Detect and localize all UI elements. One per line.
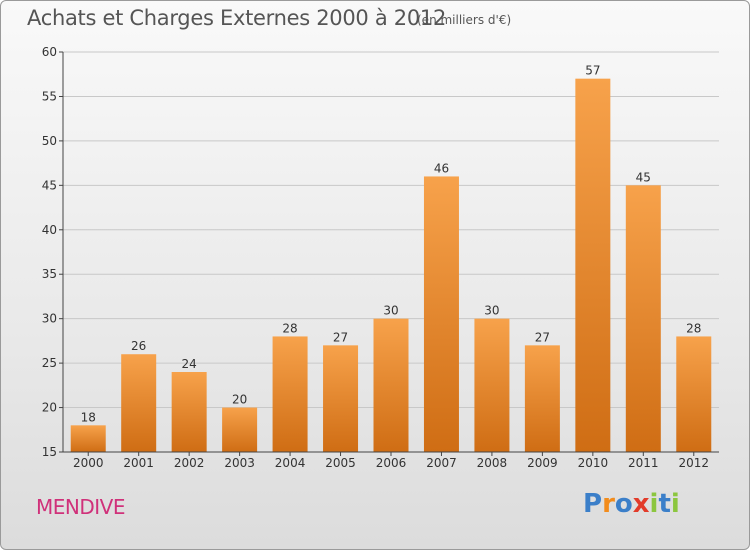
x-tick-label: 2011 [628, 456, 659, 470]
bar-value-label: 20 [232, 393, 247, 407]
proxiti-logo: Proxiti [583, 489, 680, 519]
logo-letter: x [632, 489, 650, 519]
x-tick-label: 2005 [325, 456, 356, 470]
bar [676, 336, 712, 452]
bar-value-label: 45 [636, 170, 651, 184]
y-tick-label: 35 [42, 267, 57, 281]
y-tick-label: 30 [42, 312, 57, 326]
bar [222, 407, 258, 452]
y-tick-label: 45 [42, 178, 57, 192]
bar-value-label: 57 [585, 64, 600, 78]
x-tick-label: 2007 [426, 456, 457, 470]
bar-value-label: 28 [686, 321, 701, 335]
y-tick-label: 60 [42, 45, 57, 59]
y-tick-label: 25 [42, 356, 57, 370]
bar-value-label: 24 [182, 357, 197, 371]
x-tick-label: 2009 [527, 456, 558, 470]
chart-title: Achats et Charges Externes 2000 à 2012 [27, 6, 447, 30]
x-tick-label: 2002 [174, 456, 205, 470]
logo-letter: i [649, 489, 659, 519]
bar [323, 345, 359, 452]
bar [625, 185, 661, 453]
bar-value-label: 30 [484, 304, 499, 318]
x-tick-label: 2003 [224, 456, 255, 470]
bar [373, 318, 409, 452]
x-tick-label: 2004 [275, 456, 306, 470]
bar [423, 176, 459, 452]
unit-note: (en milliers d'€) [417, 13, 512, 27]
logo-letter: r [602, 489, 615, 519]
y-tick-label: 40 [42, 223, 57, 237]
logo-letter: t [658, 489, 671, 519]
bar-value-label: 46 [434, 161, 449, 175]
bar-value-label: 30 [383, 304, 398, 318]
bar [272, 336, 308, 452]
x-tick-label: 2001 [123, 456, 154, 470]
logo-letter: o [614, 489, 633, 519]
bar-value-label: 27 [333, 330, 348, 344]
bar-value-label: 28 [282, 321, 297, 335]
bar-value-label: 27 [535, 330, 550, 344]
x-tick-label: 2006 [376, 456, 407, 470]
bar [474, 318, 510, 452]
x-tick-label: 2012 [678, 456, 709, 470]
y-tick-label: 50 [42, 134, 57, 148]
y-tick-label: 20 [42, 401, 57, 415]
bar [70, 425, 106, 452]
bar [171, 372, 207, 452]
logo-letter: P [583, 489, 603, 519]
commune-name: MENDIVE [36, 495, 125, 519]
x-tick-label: 2000 [73, 456, 104, 470]
y-tick-label: 15 [42, 445, 57, 459]
bar-value-label: 18 [81, 410, 96, 424]
logo-letter: i [670, 489, 680, 519]
bar [121, 354, 157, 452]
x-tick-label: 2008 [477, 456, 508, 470]
y-tick-label: 55 [42, 89, 57, 103]
bar [575, 78, 611, 453]
bar-value-label: 26 [131, 339, 146, 353]
bar [524, 345, 560, 452]
x-tick-label: 2010 [578, 456, 609, 470]
